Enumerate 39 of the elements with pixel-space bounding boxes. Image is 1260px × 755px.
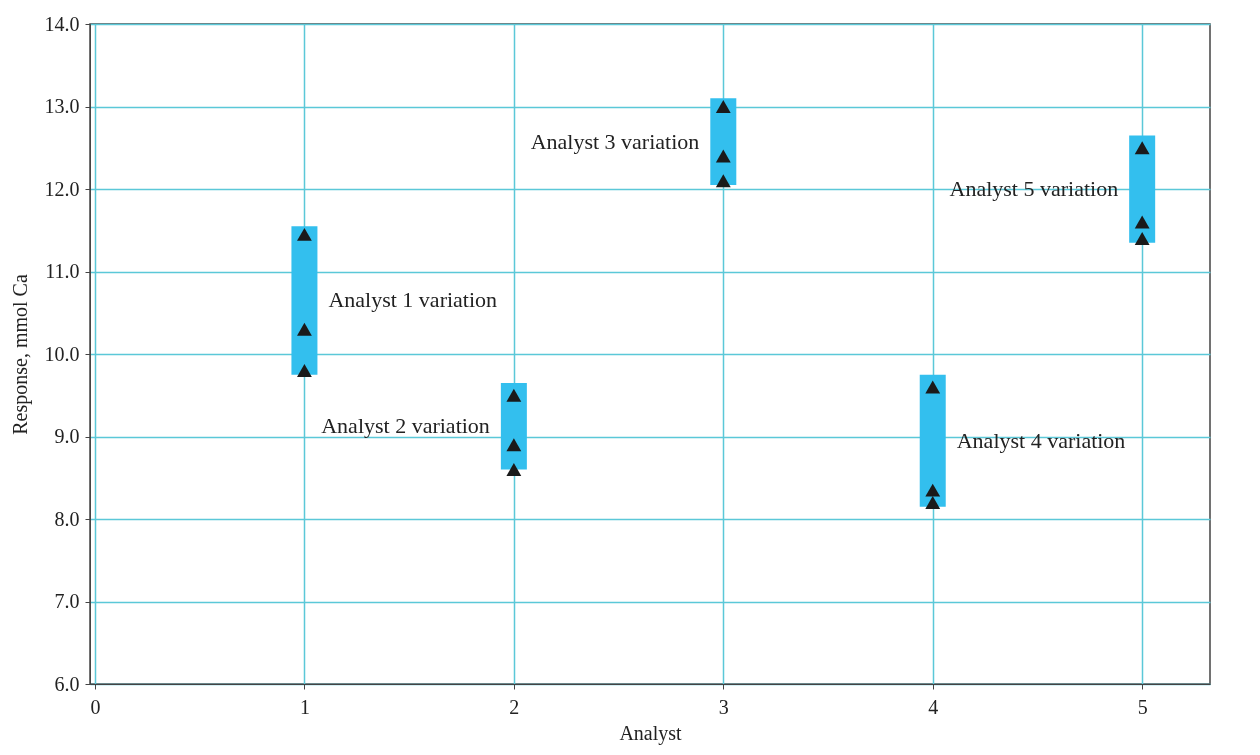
x-tick-label: 3	[718, 695, 729, 718]
point	[1134, 215, 1150, 229]
bar	[1129, 135, 1156, 243]
point	[1134, 232, 1150, 245]
bar	[500, 382, 527, 470]
y-tick-label: 6.0	[54, 672, 80, 695]
point	[506, 438, 522, 452]
y-tick-label: 13.0	[44, 95, 80, 117]
x-tick-label: 4	[928, 695, 939, 718]
x-axis-title: Analyst	[619, 721, 683, 745]
point	[506, 463, 522, 476]
y-tick-label: 8.0	[54, 507, 80, 530]
y-tick-label: 14.0	[44, 12, 80, 35]
y-tick-label: 10.0	[44, 342, 80, 365]
annotation: Analyst 3 variation	[530, 128, 700, 154]
bar	[919, 374, 946, 507]
x-tick-label: 5	[1137, 695, 1148, 718]
y-tick-label: 11.0	[45, 260, 80, 282]
point	[506, 388, 522, 402]
point	[1134, 141, 1150, 155]
annotation: Analyst 1 variation	[328, 287, 498, 313]
y-tick-label: 7.0	[54, 590, 80, 612]
y-axis-title: Response, mmol Ca	[8, 274, 32, 435]
y-tick-label: 12.0	[44, 177, 80, 200]
point	[297, 364, 312, 377]
x-tick-label: 0	[90, 695, 101, 718]
y-tick-label: 9.0	[54, 425, 80, 447]
point	[715, 149, 731, 163]
point	[715, 100, 731, 113]
point	[715, 174, 731, 188]
point	[925, 380, 941, 394]
x-tick-label: 2	[509, 695, 520, 718]
point	[297, 227, 312, 241]
bar	[291, 226, 318, 375]
annotation: Analyst 2 variation	[321, 413, 490, 439]
point	[925, 496, 941, 509]
x-tick-label: 1	[299, 695, 310, 718]
point	[297, 322, 312, 336]
point	[925, 483, 941, 497]
